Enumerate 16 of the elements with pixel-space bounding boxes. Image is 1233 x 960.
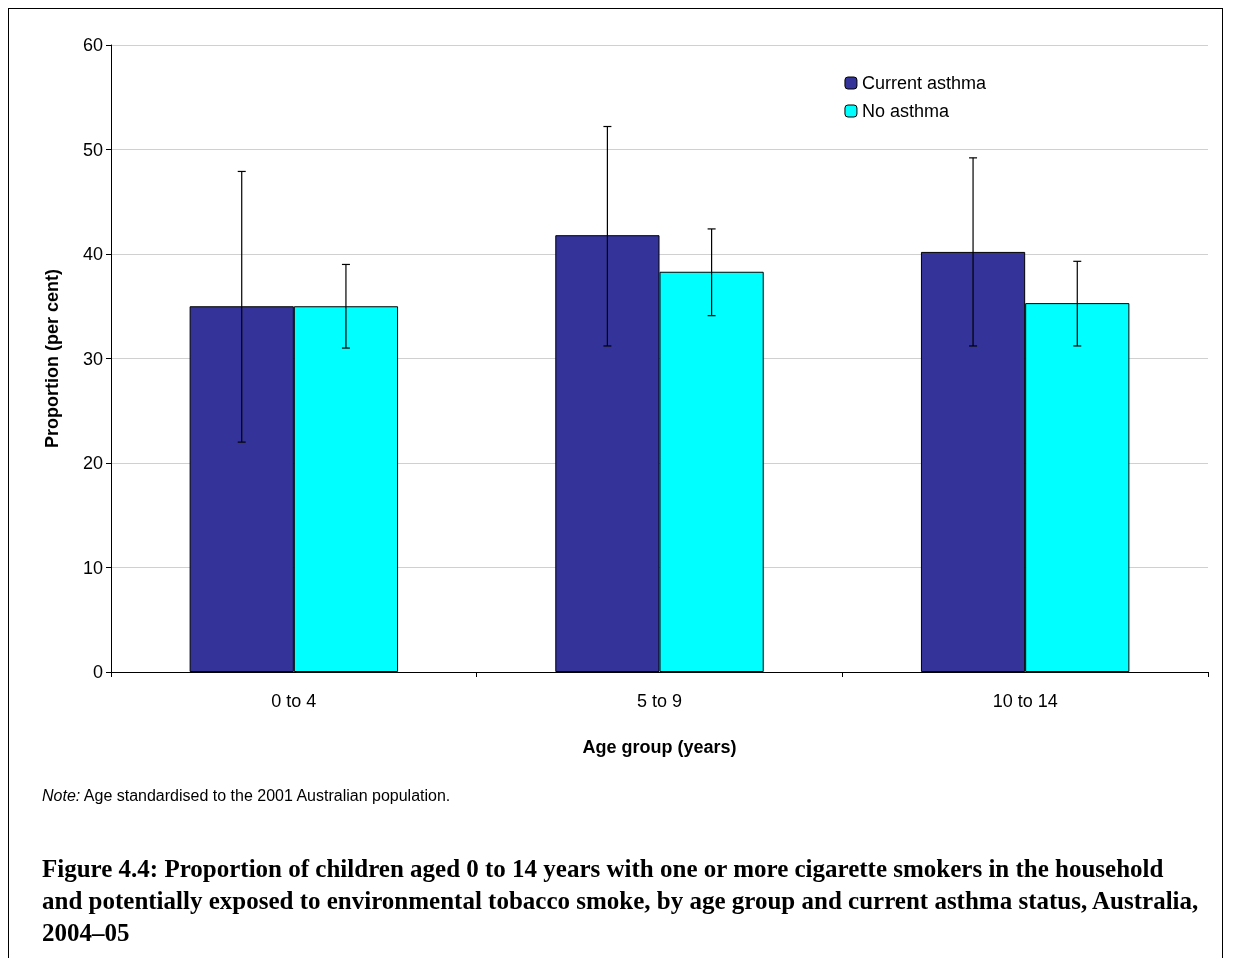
y-axis-title: Proportion (per cent) (42, 269, 62, 448)
text: Note: Age standardised to the 2001 Australian population. (42, 787, 452, 805)
y-tick-label: 40 (82, 244, 103, 264)
legend-label: No asthma (861, 101, 950, 121)
text: Figure 4.4: Proportion of children aged 0 to 14 years with one or more cigarette smokers in the household and potentially exposed to environmental tobacco smoke, by age group and current asthma status, Australia, 2004–05 (42, 854, 1200, 948)
x-tick-label: 0 to 4 (271, 691, 317, 711)
y-tick-label: 30 (82, 348, 103, 369)
legend-label: Current asthma (861, 73, 987, 93)
y-tick-label: 0 (92, 662, 103, 682)
y-tick-label: 10 (82, 557, 103, 578)
x-axis-title: Age group (years) (582, 737, 737, 757)
y-tick-label: 50 (82, 139, 103, 160)
x-tick-label: 5 to 9 (636, 691, 683, 711)
x-tick-label: 10 to 14 (992, 691, 1058, 711)
y-tick-label: 20 (82, 453, 103, 473)
y-tick-label: 60 (82, 35, 103, 55)
